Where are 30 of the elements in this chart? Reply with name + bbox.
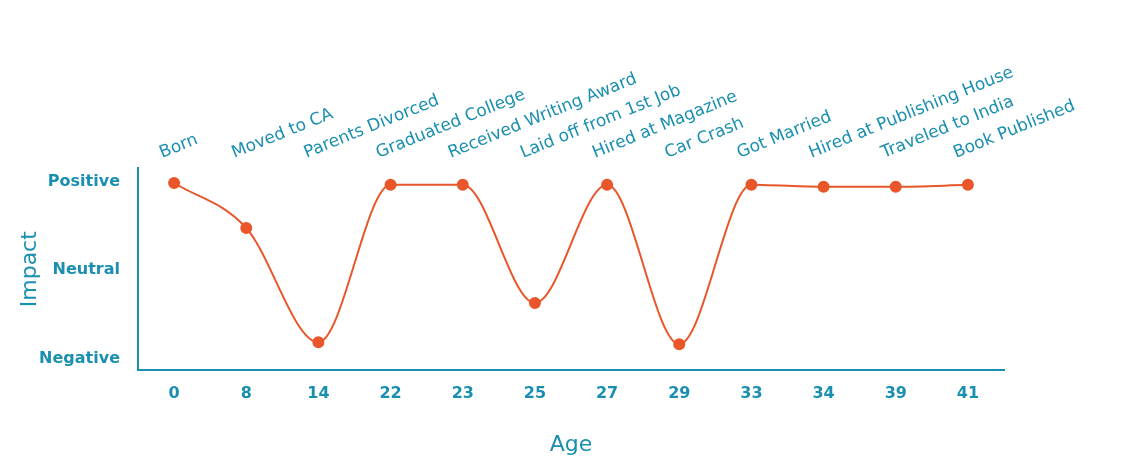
x-tick-label: 27 [595,383,619,403]
x-tick-label: 14 [307,383,330,403]
text: Born [156,128,201,162]
x-tick-label: 39 [884,383,907,403]
x-axis-title: Age [549,430,593,456]
point [961,178,974,191]
point [312,336,325,349]
x-tick-label: 34 [812,383,835,403]
x-tick-label: 8 [240,383,252,403]
point [528,296,541,309]
point [384,178,397,191]
x-tick-label: 25 [523,383,547,403]
x-tick-label: 23 [451,383,474,403]
point [745,178,758,191]
y-axis-title: Impact [15,230,41,308]
text: Negative [39,347,121,367]
text: Neutral [52,259,120,279]
x-tick-label: 33 [740,383,763,403]
point [889,180,902,193]
point [456,178,469,191]
text: Positive [47,171,121,191]
point [601,178,614,191]
x-tick-label: 41 [956,383,980,403]
point [673,338,686,351]
x-tick-label: 0 [168,383,180,403]
point [168,176,181,189]
point [240,221,253,234]
x-tick-label: 29 [668,383,691,403]
x-tick-label: 22 [379,383,402,403]
point [817,180,830,193]
